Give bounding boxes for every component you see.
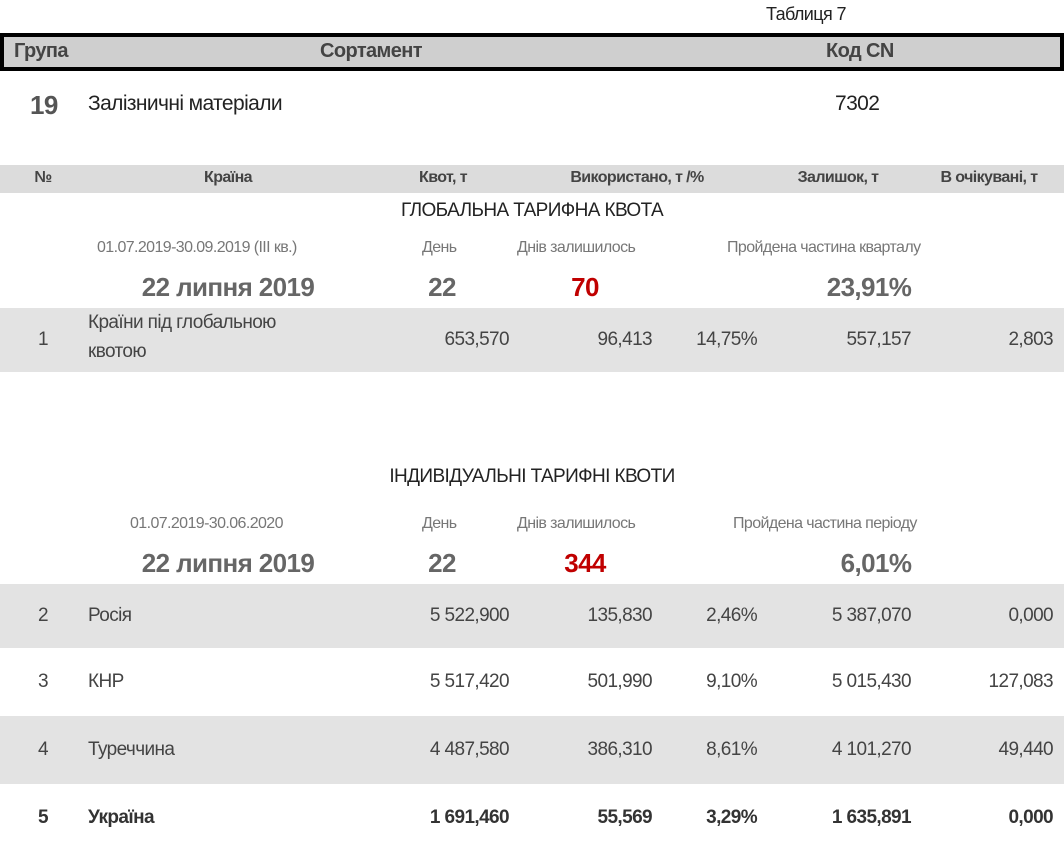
table-row: 1 Країни під глобальною квотою 653,570 96,41… <box>0 308 1064 372</box>
row-quota: 4 487,580 <box>429 739 510 760</box>
table-row: 3 КНР 5 517,420 501,990 9,10% 5 015,430 127,08… <box>0 648 1064 716</box>
row-number: 1 <box>38 329 49 350</box>
row-country: Туреччина <box>88 739 175 760</box>
header-cn-code: Код CN <box>826 40 894 62</box>
individual-passed-label: Пройдена частина періоду <box>733 515 917 532</box>
row-used-percent: 14,75% <box>696 329 757 350</box>
global-passed-label: Пройдена частина кварталу <box>727 239 921 256</box>
row-country-line: квотою <box>88 341 147 362</box>
row-number: 2 <box>38 605 49 626</box>
row-number: 4 <box>38 739 49 760</box>
individual-days-left-label: Днів залишилось <box>517 515 636 532</box>
table-header: Група Сортамент Код CN <box>0 33 1064 71</box>
table-number-label: Таблиця 7 <box>766 4 847 24</box>
row-used-percent: 9,10% <box>706 671 757 692</box>
individual-passed: 6,01% <box>840 548 912 578</box>
col-country: Країна <box>204 169 253 186</box>
row-remaining: 5 387,070 <box>831 605 912 626</box>
header-assortment: Сортамент <box>320 40 423 62</box>
global-date: 22 липня 2019 <box>141 272 315 302</box>
col-rest: Залишок, т <box>797 169 879 186</box>
row-pending: 0,000 <box>1008 605 1053 626</box>
row-pending: 127,083 <box>988 671 1054 692</box>
global-passed: 23,91% <box>826 272 912 302</box>
row-remaining: 557,157 <box>846 329 912 350</box>
row-number: 3 <box>38 671 49 692</box>
row-used-percent: 8,61% <box>706 739 757 760</box>
row-country: Україна <box>88 807 155 828</box>
individual-section-title: ІНДИВІДУАЛЬНІ ТАРИФНІ КВОТИ <box>389 466 675 487</box>
individual-period: 01.07.2019-30.06.2020 <box>130 515 283 532</box>
individual-days-left: 344 <box>564 548 606 578</box>
individual-date: 22 липня 2019 <box>141 548 315 578</box>
table-row: 2 Росія 5 522,900 135,830 2,46% 5 387,070 0,00… <box>0 584 1064 648</box>
col-quota: Квот, т <box>419 169 468 186</box>
row-quota: 1 691,460 <box>429 807 510 828</box>
row-country-line: Країни під глобальною <box>88 312 276 333</box>
row-quota: 653,570 <box>444 329 510 350</box>
global-days-left: 70 <box>571 272 599 302</box>
global-section-title: ГЛОБАЛЬНА ТАРИФНА КВОТА <box>400 200 664 221</box>
row-country: КНР <box>88 671 124 692</box>
row-used: 96,413 <box>597 329 652 350</box>
table-row: 4 Туреччина 4 487,580 386,310 8,61% 4 101,270… <box>0 716 1064 784</box>
row-pending: 2,803 <box>1008 329 1053 350</box>
header-group: Група <box>14 40 68 62</box>
col-pending: В очікувані, т <box>940 169 1039 186</box>
col-used: Використано, т /% <box>570 169 704 186</box>
row-used-percent: 3,29% <box>706 807 757 828</box>
row-quota: 5 522,900 <box>429 605 510 626</box>
global-period: 01.07.2019-30.09.2019 (III кв.) <box>97 239 297 256</box>
product-name: Залізничні матеріали <box>88 92 283 115</box>
individual-day: 22 <box>428 548 456 578</box>
individual-day-label: День <box>422 515 457 532</box>
row-pending: 0,000 <box>1008 807 1053 828</box>
row-used: 386,310 <box>587 739 653 760</box>
global-day: 22 <box>428 272 456 302</box>
row-country: Росія <box>88 605 132 626</box>
product-cn-code: 7302 <box>835 92 880 115</box>
row-used: 55,569 <box>597 807 652 828</box>
col-no: № <box>34 169 52 186</box>
row-quota: 5 517,420 <box>429 671 510 692</box>
row-remaining: 1 635,891 <box>831 807 912 828</box>
row-pending: 49,440 <box>998 739 1053 760</box>
row-number: 5 <box>38 807 49 828</box>
table-row: 5 Україна 1 691,460 55,569 3,29% 1 635,891 0,0… <box>0 784 1064 852</box>
row-remaining: 5 015,430 <box>831 671 912 692</box>
product-group: 19 <box>30 90 58 120</box>
column-header-bar: № Країна Квот, т Використано, т /% Залиш… <box>0 165 1064 193</box>
row-used: 135,830 <box>587 605 653 626</box>
row-remaining: 4 101,270 <box>831 739 912 760</box>
row-used: 501,990 <box>587 671 653 692</box>
global-day-label: День <box>422 239 457 256</box>
row-used-percent: 2,46% <box>706 605 757 626</box>
global-days-left-label: Днів залишилось <box>517 239 636 256</box>
